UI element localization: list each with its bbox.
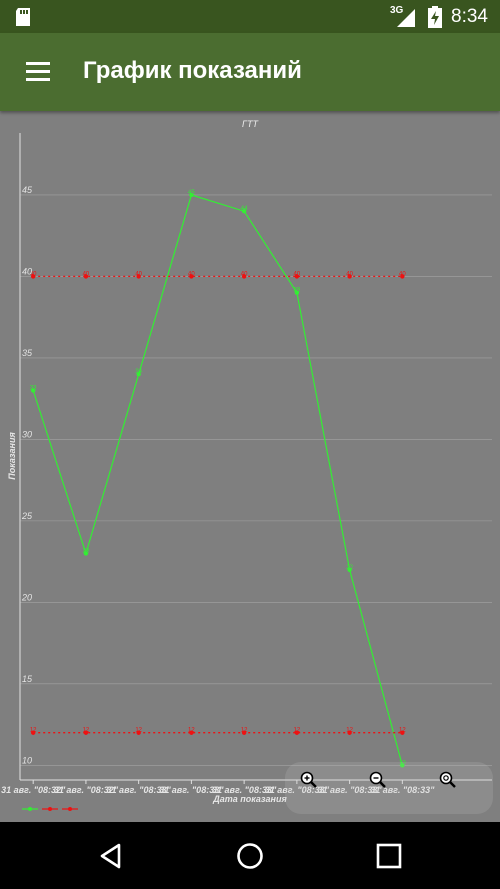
data-point [136, 730, 141, 735]
legend-marker [48, 807, 52, 811]
data-point [294, 290, 300, 295]
x-tick-label: 31 авг. "08:32" [1, 785, 66, 795]
legend-marker [28, 807, 32, 811]
x-tick-label: 31 авг. "08:33" [265, 785, 330, 795]
y-tick-label: 25 [21, 511, 33, 521]
zoom-in-icon[interactable] [299, 770, 319, 790]
data-point [400, 274, 405, 279]
legend-marker [68, 807, 72, 811]
data-label: 34 [135, 369, 142, 375]
y-tick-label: 10 [22, 755, 32, 765]
y-tick-label: 45 [22, 185, 33, 195]
data-label: 12 [294, 728, 301, 734]
zoom-panel [285, 762, 493, 814]
data-label: 40 [399, 271, 406, 277]
data-label: 12 [188, 728, 195, 734]
data-label: 40 [346, 271, 353, 277]
data-label: 40 [294, 271, 301, 277]
data-point [294, 730, 300, 735]
status-bar: 3G 8:34 [0, 0, 500, 33]
x-tick-label: 31 авг. "08:33" [107, 785, 172, 795]
y-tick-label: 35 [22, 348, 33, 358]
data-point [136, 371, 141, 377]
network-type: 3G [390, 5, 404, 16]
app-bar: График показаний [0, 33, 500, 111]
data-point [30, 388, 36, 393]
data-point [30, 730, 36, 735]
home-icon[interactable] [234, 840, 266, 872]
x-tick-label: 31 авг. "08:32" [54, 785, 119, 795]
data-label: 12 [135, 728, 142, 734]
data-point [347, 567, 352, 572]
chart-title: ГТТ [242, 119, 259, 129]
hamburger-menu-icon [26, 62, 50, 65]
data-point [294, 274, 300, 279]
x-tick-label: 31 авг. "08:33" [212, 785, 277, 795]
data-point [347, 730, 352, 735]
y-axis-label: Показания [7, 432, 17, 480]
data-label: 12 [399, 728, 406, 734]
data-label: 10 [399, 760, 406, 766]
x-tick-label: 31 авг. "08:33" [370, 785, 435, 795]
data-point [189, 730, 194, 735]
data-label: 33 [30, 385, 37, 391]
data-label: 23 [83, 548, 90, 554]
clock: 8:34 [451, 6, 488, 27]
data-label: 12 [241, 728, 248, 734]
recents-icon[interactable] [373, 840, 405, 872]
sd-card-icon [16, 8, 30, 26]
data-point [241, 730, 247, 735]
data-point [241, 274, 247, 279]
data-point [83, 551, 89, 556]
data-label: 40 [241, 271, 248, 277]
back-icon[interactable] [95, 840, 127, 872]
menu-button[interactable] [20, 57, 58, 87]
data-label: 39 [294, 288, 301, 294]
y-tick-label: 40 [22, 266, 32, 276]
data-point [30, 274, 36, 279]
signal-icon [397, 9, 415, 27]
page-title: График показаний [83, 57, 302, 84]
x-tick-label: 31 авг. "08:33" [318, 785, 383, 795]
data-point [189, 192, 194, 198]
data-point [347, 274, 352, 279]
data-label: 40 [188, 271, 195, 277]
y-tick-label: 15 [22, 674, 33, 684]
y-tick-label: 20 [21, 592, 32, 602]
data-label: 12 [30, 728, 37, 734]
data-label: 12 [346, 728, 353, 734]
data-point [136, 274, 141, 279]
data-label: 40 [30, 271, 37, 277]
data-point [241, 209, 247, 214]
data-point [83, 274, 89, 279]
data-point [83, 730, 89, 735]
x-tick-label: 31 авг. "08:33" [159, 785, 224, 795]
data-label: 22 [346, 565, 353, 571]
zoom-reset-icon[interactable] [438, 770, 458, 790]
data-point [400, 763, 405, 768]
series-line-1 [32, 194, 403, 766]
data-label: 40 [83, 271, 90, 277]
chart-area[interactable]: 33 23 34 45 44 39 22 10 40 40 40 40 40 40 40 40 12 12 12 12… [0, 111, 500, 822]
data-label: 44 [241, 206, 248, 212]
data-label: 40 [135, 271, 142, 277]
data-label: 45 [188, 190, 195, 196]
navigation-bar [0, 822, 500, 889]
data-point [400, 730, 405, 735]
data-label: 12 [83, 728, 90, 734]
battery-charging-icon [428, 6, 442, 28]
x-axis-label: Дата показания [212, 794, 287, 804]
y-tick-label: 30 [22, 429, 32, 439]
zoom-out-icon[interactable] [368, 770, 388, 790]
data-point [189, 274, 194, 279]
